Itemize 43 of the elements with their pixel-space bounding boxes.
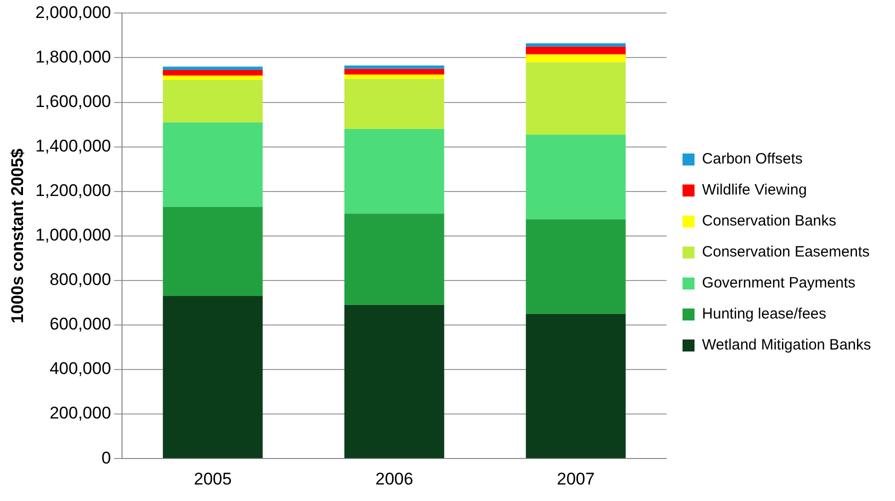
bar xyxy=(162,70,263,76)
y-tick-label: 2,000,000 xyxy=(35,2,112,22)
bar xyxy=(526,134,626,220)
legend-label: Wetland Mitigation Banks xyxy=(702,336,872,354)
y-tick-label: 1,600,000 xyxy=(35,92,112,111)
legend-label: Wildlife Viewing xyxy=(702,182,807,199)
y-axis-title: 1000s constant 2005$ xyxy=(8,148,27,324)
x-tick-label: 2006 xyxy=(375,469,414,488)
legend-label: Government Payments xyxy=(702,274,856,292)
legend-label: Carbon Offsets xyxy=(702,150,803,168)
bar xyxy=(344,78,444,130)
y-tick-label: 1,800,000 xyxy=(35,47,112,66)
bar xyxy=(526,46,626,54)
y-tick-label: 1,400,000 xyxy=(35,136,112,156)
bar xyxy=(162,296,263,458)
bar xyxy=(526,54,626,62)
bar xyxy=(526,314,626,458)
bar xyxy=(526,219,626,314)
bar xyxy=(344,214,444,305)
y-tick-label: 800,000 xyxy=(50,270,112,290)
x-tick-label: 2007 xyxy=(556,469,595,488)
bar xyxy=(162,76,263,80)
legend-label: Hunting lease/fees xyxy=(702,306,826,323)
bar xyxy=(162,66,263,70)
bar xyxy=(526,62,626,135)
bar xyxy=(344,68,444,74)
y-tick-label: 1,200,000 xyxy=(35,181,112,200)
bar xyxy=(344,129,444,214)
bar xyxy=(162,206,263,296)
y-tick-label: 400,000 xyxy=(50,359,112,378)
y-tick-label: 600,000 xyxy=(50,314,112,334)
x-tick-label: 2005 xyxy=(194,469,232,488)
legend-label: Conservation Banks xyxy=(702,212,836,230)
y-tick-label: 0 xyxy=(102,448,112,468)
y-tick-label: 1,000,000 xyxy=(35,226,112,245)
bar xyxy=(344,74,444,79)
bar xyxy=(162,122,263,207)
bar xyxy=(162,80,263,122)
y-tick-label: 200,000 xyxy=(50,404,112,423)
legend-label: Conservation Easements xyxy=(702,244,870,261)
bar xyxy=(344,66,444,69)
bar xyxy=(344,304,444,458)
bar xyxy=(526,43,626,47)
